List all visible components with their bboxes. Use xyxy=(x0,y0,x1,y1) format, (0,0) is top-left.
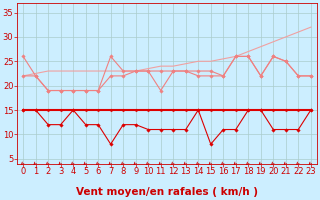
X-axis label: Vent moyen/en rafales ( km/h ): Vent moyen/en rafales ( km/h ) xyxy=(76,187,258,197)
